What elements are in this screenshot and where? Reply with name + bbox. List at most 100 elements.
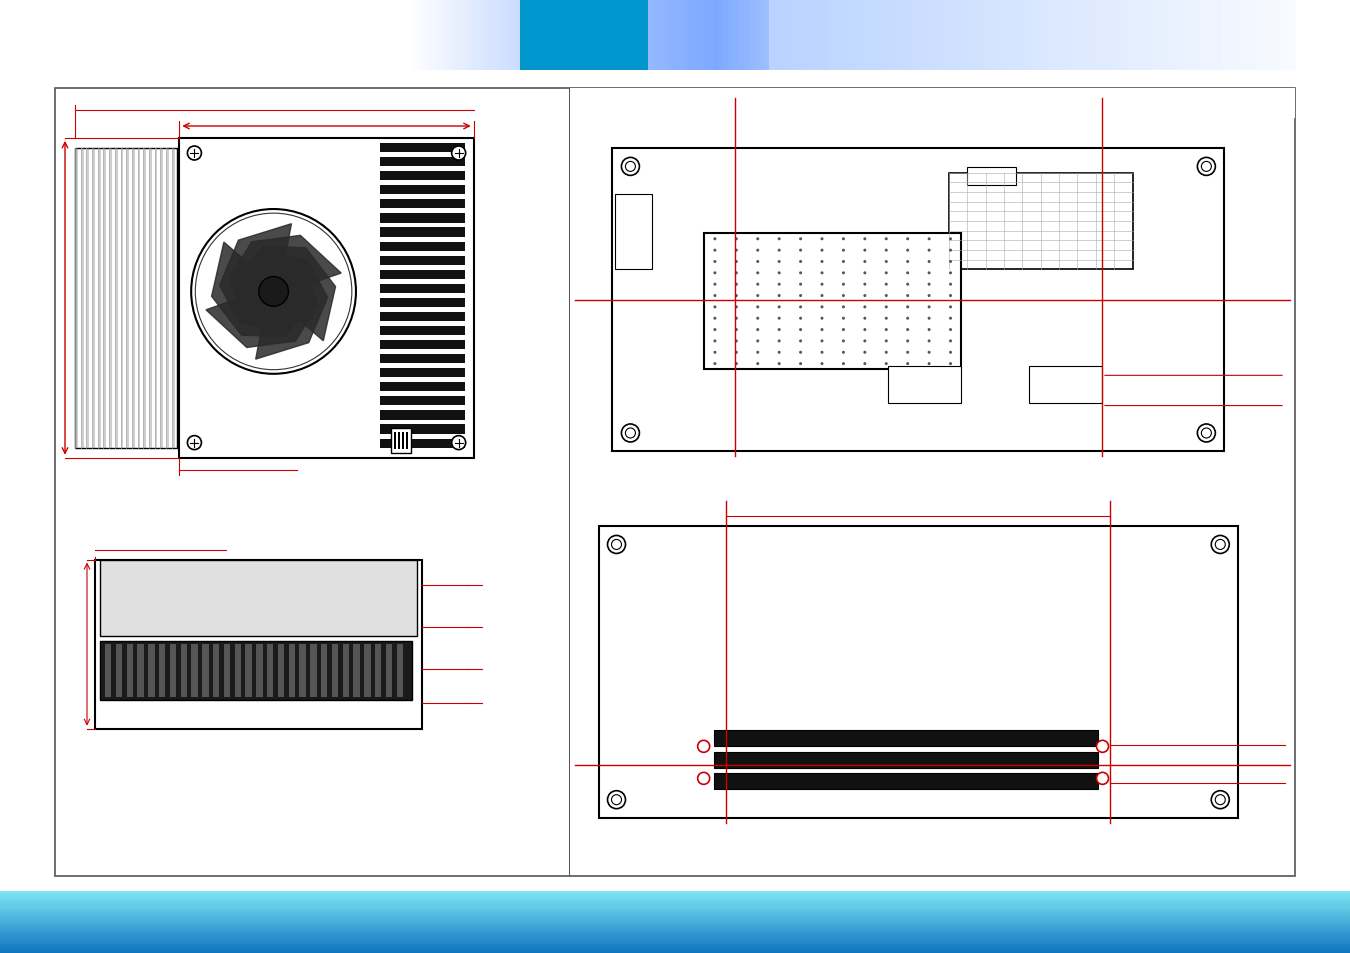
Bar (0, 936, 1350, 937)
Bar (698, 0, 702, 71)
Bar (471, 0, 477, 71)
Bar (898, 0, 903, 71)
Circle shape (864, 363, 867, 366)
Bar (364, 644, 371, 697)
Circle shape (927, 283, 930, 286)
Bar (613, 150, 1224, 452)
Circle shape (612, 795, 621, 805)
Circle shape (734, 272, 738, 275)
Bar (81, 149, 84, 448)
Bar (0, 915, 1350, 916)
Circle shape (906, 352, 909, 355)
Circle shape (734, 363, 738, 366)
Circle shape (734, 294, 738, 297)
Circle shape (864, 283, 867, 286)
Bar (1222, 0, 1234, 71)
Bar (0, 942, 1350, 943)
Bar (148, 149, 151, 448)
Bar (180, 139, 474, 458)
Bar (477, 0, 482, 71)
Bar (907, 0, 913, 71)
Circle shape (949, 352, 952, 355)
Circle shape (842, 294, 845, 297)
Bar (300, 644, 306, 697)
Circle shape (799, 272, 802, 275)
Bar (533, 0, 539, 71)
Bar (148, 644, 155, 697)
Bar (821, 0, 826, 71)
Bar (420, 0, 425, 71)
Bar (0, 913, 1350, 914)
Circle shape (799, 261, 802, 264)
Bar (1130, 0, 1141, 71)
Bar (0, 901, 1350, 902)
Bar (707, 0, 713, 71)
Bar (0, 948, 1350, 949)
Bar (143, 149, 146, 448)
Bar (138, 644, 144, 697)
Bar (310, 644, 317, 697)
Circle shape (734, 250, 738, 253)
Bar (1025, 0, 1037, 71)
Circle shape (713, 272, 717, 275)
Circle shape (906, 283, 909, 286)
Bar (913, 0, 918, 71)
Bar (0, 925, 1350, 926)
Bar (598, 527, 1238, 818)
Bar (559, 0, 564, 71)
Bar (375, 644, 382, 697)
Bar (0, 929, 1350, 930)
Circle shape (713, 283, 717, 286)
Bar (840, 0, 850, 71)
Bar (570, 0, 574, 71)
Circle shape (906, 306, 909, 309)
Circle shape (756, 352, 759, 355)
Circle shape (949, 283, 952, 286)
Bar (753, 0, 759, 71)
Circle shape (864, 261, 867, 264)
Circle shape (734, 238, 738, 241)
Bar (97, 149, 101, 448)
Bar (888, 367, 961, 403)
Bar (379, 439, 464, 448)
Circle shape (927, 294, 930, 297)
Circle shape (778, 283, 780, 286)
Circle shape (864, 329, 867, 332)
Circle shape (884, 317, 888, 320)
Bar (1280, 0, 1292, 71)
Bar (718, 0, 724, 71)
Circle shape (734, 329, 738, 332)
Bar (0, 898, 1350, 899)
Bar (379, 242, 464, 252)
Bar (0, 930, 1350, 931)
Circle shape (713, 340, 717, 343)
Circle shape (864, 317, 867, 320)
Bar (392, 428, 412, 453)
Circle shape (188, 436, 201, 450)
Circle shape (906, 261, 909, 264)
Circle shape (821, 340, 824, 343)
Bar (1153, 0, 1164, 71)
Bar (0, 914, 1350, 915)
Bar (861, 0, 867, 71)
Circle shape (884, 283, 888, 286)
Bar (441, 0, 446, 71)
Bar (487, 0, 493, 71)
Bar (1002, 0, 1014, 71)
Bar (610, 0, 616, 71)
Bar (431, 0, 436, 71)
Bar (528, 0, 533, 71)
Bar (931, 0, 944, 71)
Circle shape (949, 317, 952, 320)
Circle shape (821, 272, 824, 275)
Bar (508, 0, 513, 71)
Bar (579, 0, 585, 71)
Bar (826, 0, 830, 71)
Circle shape (842, 352, 845, 355)
Circle shape (778, 250, 780, 253)
Bar (0, 900, 1350, 901)
Bar (872, 0, 878, 71)
Bar (522, 0, 528, 71)
Bar (95, 560, 423, 729)
Bar (456, 0, 462, 71)
